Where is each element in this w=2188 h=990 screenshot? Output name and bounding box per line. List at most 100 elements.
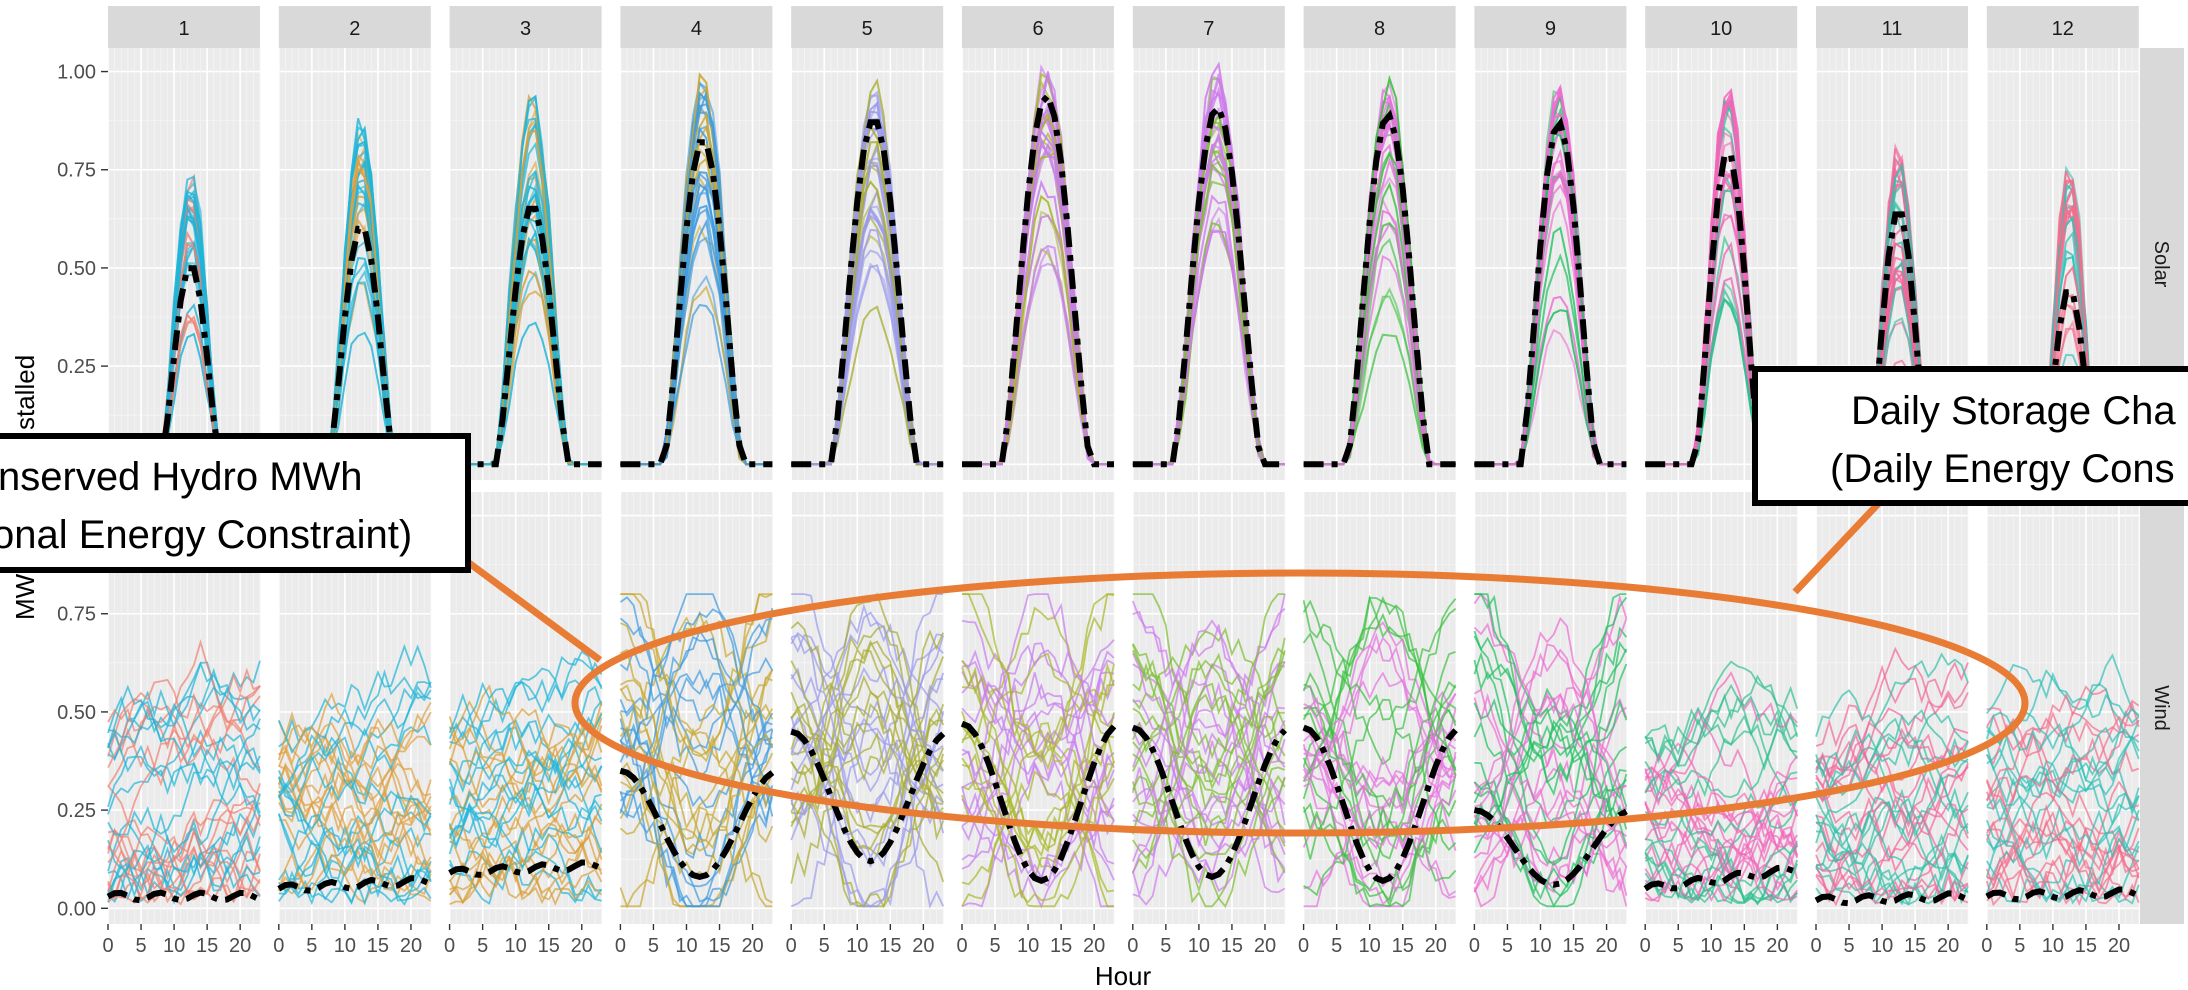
wind-day-line (1644, 844, 1798, 905)
panel-solar-month-4 (619, 48, 773, 480)
wind-mean-line (790, 728, 946, 865)
wind-day-line (448, 822, 603, 875)
wind-day-line (1131, 652, 1286, 754)
wind-day-line (1302, 594, 1457, 775)
x-tick-label: 20 (1254, 935, 1276, 957)
wind-day-line (1985, 814, 2140, 901)
x-tick-label: 20 (229, 935, 251, 957)
wind-day-line (1815, 808, 1969, 906)
x-tick-label: 10 (2042, 935, 2064, 957)
panel-wind-month-9 (1473, 492, 1628, 924)
x-tick-label: 0 (1640, 935, 1651, 957)
x-tick-label: 5 (2014, 935, 2025, 957)
wind-day-line (1644, 714, 1798, 807)
wind-day-line (1302, 636, 1456, 779)
wind-day-line (1131, 682, 1286, 874)
facet-strip-month-6: 6 (962, 6, 1114, 48)
strip-label: 11 (1882, 18, 1903, 40)
solar-mean-line (1303, 109, 1456, 468)
x-tick-label: 5 (1160, 935, 1171, 957)
solar-mean-line (449, 205, 602, 468)
wind-day-line (619, 593, 773, 760)
x-tick-label: 20 (1766, 935, 1788, 957)
wind-day-line (1303, 755, 1456, 908)
wind-day-line (1131, 650, 1286, 791)
wind-day-line (1473, 788, 1628, 884)
wind-day-line (1303, 806, 1457, 897)
wind-day-line (1473, 626, 1628, 760)
wind-day-line (448, 661, 603, 741)
wind-day-line (1644, 770, 1798, 841)
facet-strip-month-2: 2 (278, 6, 431, 48)
storage-callout-line2: (Daily Energy Cons (1830, 447, 2175, 491)
x-tick-label: 15 (879, 935, 901, 957)
wind-day-line (790, 731, 945, 884)
x-tick-label: 10 (1700, 935, 1722, 957)
wind-day-line (448, 717, 603, 785)
wind-day-line (1985, 735, 2140, 843)
hydro-callout-box (0, 433, 471, 573)
x-tick-label: 5 (135, 935, 146, 957)
wind-day-line (1985, 844, 2139, 907)
wind-day-line (1644, 771, 1798, 901)
x-tick-label: 15 (196, 935, 218, 957)
x-tick-label: 15 (1733, 935, 1755, 957)
wind-day-line (961, 593, 1115, 790)
wind-day-line (1645, 767, 1799, 883)
wind-day-line (1302, 632, 1457, 852)
wind-day-line (790, 727, 945, 909)
y-axis-title-visible-top: stalled (10, 355, 40, 430)
wind-day-line (448, 684, 603, 806)
facet-strip-wind: Wind (2140, 492, 2184, 924)
strip-background (1474, 6, 1627, 48)
panel-wind-month-7 (1131, 492, 1288, 924)
strip-label: 3 (520, 18, 531, 40)
x-tick-label: 0 (1469, 935, 1480, 957)
y-tick-label: 0.50 (57, 702, 96, 724)
wind-day-line (1644, 818, 1799, 896)
x-tick-label: 15 (1392, 935, 1414, 957)
wind-day-line (1473, 648, 1627, 797)
wind-day-line (1986, 827, 2140, 903)
x-tick-label: 0 (615, 935, 626, 957)
solar-mean-line (1132, 102, 1285, 468)
wind-day-line (1131, 693, 1286, 835)
strip-label: 12 (2052, 18, 2074, 40)
strip-background (620, 6, 773, 48)
wind-day-line (278, 784, 432, 851)
wind-day-line (1132, 593, 1285, 760)
strip-background (1303, 6, 1456, 48)
wind-day-line (107, 761, 261, 902)
wind-mean-line (1643, 864, 1799, 892)
x-axis-title: Hour (1095, 961, 1152, 990)
wind-day-line (1986, 810, 2140, 900)
wind-day-line (619, 596, 773, 779)
x-tick-label: 15 (1562, 935, 1584, 957)
wind-day-line (277, 813, 432, 902)
x-tick-label: 20 (1425, 935, 1447, 957)
facet-strip-month-12: 12 (1986, 6, 2139, 48)
wind-day-line (1303, 742, 1457, 906)
wind-day-line (790, 708, 944, 835)
wind-day-line (1473, 697, 1628, 784)
storage-callout-line1: Daily Storage Cha (1851, 389, 2176, 433)
wind-day-line (449, 713, 603, 753)
wind-day-line (448, 657, 603, 739)
strip-label: 8 (1374, 18, 1385, 40)
wind-day-line (1303, 693, 1457, 820)
wind-mean-line (106, 889, 262, 904)
wind-day-line (619, 727, 774, 908)
wind-day-line (961, 752, 1115, 870)
wind-day-line (1644, 674, 1798, 797)
solar-mean-line (962, 90, 1114, 468)
wind-day-line (1473, 659, 1628, 867)
wind-day-line (1474, 593, 1628, 797)
strip-background (962, 6, 1114, 48)
wind-day-line (1473, 643, 1627, 825)
facet-strip-month-10: 10 (1645, 6, 1798, 48)
x-tick-label: 10 (1017, 935, 1039, 957)
wind-day-line (448, 754, 603, 855)
wind-day-line (1985, 719, 2140, 796)
x-tick-label: 20 (1937, 935, 1959, 957)
x-tick-label: 0 (444, 935, 455, 957)
